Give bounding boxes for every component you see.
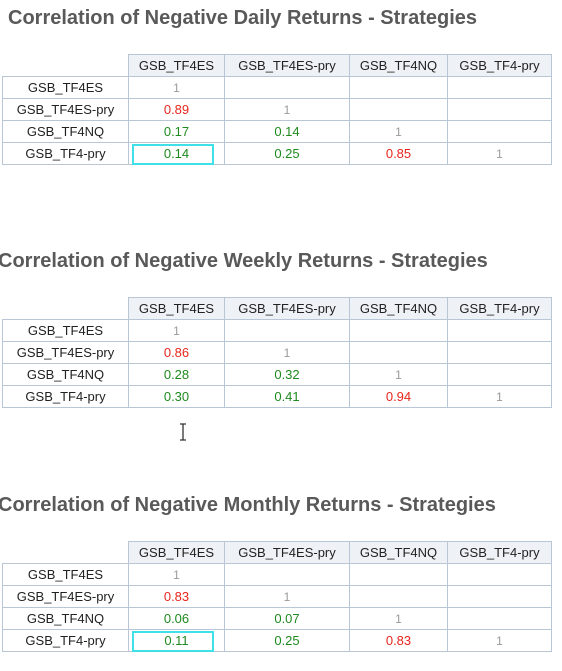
monthly-correlation-table: GSB_TF4ES GSB_TF4ES-pry GSB_TF4NQ GSB_TF… <box>2 541 552 653</box>
column-header[interactable]: GSB_TF4ES <box>128 541 225 564</box>
table-cell[interactable] <box>447 98 552 121</box>
row-header[interactable]: GSB_TF4ES-pry <box>2 585 129 608</box>
table-cell[interactable]: 0.89 <box>128 98 225 121</box>
table-row: GSB_TF4NQ 0.06 0.07 1 <box>2 607 552 630</box>
table-cell[interactable] <box>447 341 552 364</box>
table-cell[interactable]: 0.86 <box>128 341 225 364</box>
table-row: GSB_TF4ES 1 <box>2 319 552 342</box>
column-header[interactable]: GSB_TF4ES-pry <box>224 297 350 320</box>
table-cell[interactable] <box>447 585 552 608</box>
table-cell[interactable]: 0.28 <box>128 363 225 386</box>
table-cell[interactable]: 1 <box>447 385 552 408</box>
row-header[interactable]: GSB_TF4NQ <box>2 120 129 143</box>
table-cell[interactable] <box>447 363 552 386</box>
monthly-table-title: Correlation of Negative Monthly Returns … <box>0 494 496 516</box>
corner-cell <box>3 298 129 320</box>
row-header[interactable]: GSB_TF4-pry <box>2 142 129 165</box>
row-header[interactable]: GSB_TF4-pry <box>2 629 129 652</box>
table-cell[interactable]: 0.83 <box>349 629 448 652</box>
table-cell[interactable] <box>349 98 448 121</box>
table-cell[interactable] <box>447 607 552 630</box>
column-header[interactable]: GSB_TF4ES <box>128 54 225 77</box>
table-cell[interactable] <box>349 341 448 364</box>
table-cell[interactable]: 1 <box>447 629 552 652</box>
table-row: GSB_TF4ES-pry 0.83 1 <box>2 585 552 608</box>
table-cell[interactable] <box>447 120 552 143</box>
table-cell[interactable]: 0.94 <box>349 385 448 408</box>
corner-cell <box>3 55 129 77</box>
text-cursor-icon <box>180 423 186 441</box>
table-cell[interactable] <box>224 319 350 342</box>
table-cell[interactable] <box>349 319 448 342</box>
corner-cell <box>3 542 129 564</box>
table-cell[interactable]: 0.14 <box>224 120 350 143</box>
table-cell[interactable]: 0.07 <box>224 607 350 630</box>
column-header[interactable]: GSB_TF4-pry <box>447 541 552 564</box>
row-header[interactable]: GSB_TF4ES <box>2 563 129 586</box>
column-header[interactable]: GSB_TF4-pry <box>447 54 552 77</box>
table-cell[interactable]: 1 <box>224 341 350 364</box>
table-cell[interactable] <box>447 319 552 342</box>
table-cell[interactable]: 1 <box>128 76 225 99</box>
table-cell[interactable]: 1 <box>128 563 225 586</box>
table-cell[interactable]: 1 <box>224 98 350 121</box>
table-row: GSB_TF4-pry 0.30 0.41 0.94 1 <box>2 385 552 408</box>
table-cell[interactable] <box>349 585 448 608</box>
table-cell[interactable] <box>447 563 552 586</box>
header-row: GSB_TF4ES GSB_TF4ES-pry GSB_TF4NQ GSB_TF… <box>3 297 552 320</box>
row-header[interactable]: GSB_TF4NQ <box>2 607 129 630</box>
table-row: GSB_TF4ES-pry 0.86 1 <box>2 341 552 364</box>
table-cell[interactable] <box>447 76 552 99</box>
table-cell[interactable] <box>349 563 448 586</box>
column-header[interactable]: GSB_TF4ES-pry <box>224 541 350 564</box>
table-row: GSB_TF4-pry 0.14 0.25 0.85 1 <box>2 142 552 166</box>
table-row: GSB_TF4ES 1 <box>2 563 552 586</box>
table-cell[interactable]: 0.06 <box>128 607 225 630</box>
selected-table-cell[interactable]: 0.14 <box>128 142 225 166</box>
table-cell[interactable] <box>349 76 448 99</box>
table-row: GSB_TF4-pry 0.11 0.25 0.83 1 <box>2 629 552 653</box>
weekly-correlation-table: GSB_TF4ES GSB_TF4ES-pry GSB_TF4NQ GSB_TF… <box>2 297 552 408</box>
table-row: GSB_TF4ES 1 <box>2 76 552 99</box>
table-cell[interactable]: 1 <box>349 363 448 386</box>
table-cell[interactable]: 1 <box>447 142 552 165</box>
row-header[interactable]: GSB_TF4-pry <box>2 385 129 408</box>
selected-table-cell[interactable]: 0.11 <box>128 629 225 653</box>
table-cell[interactable]: 0.85 <box>349 142 448 165</box>
column-header[interactable]: GSB_TF4NQ <box>349 297 448 320</box>
daily-table-title: Correlation of Negative Daily Returns - … <box>8 7 478 29</box>
header-row: GSB_TF4ES GSB_TF4ES-pry GSB_TF4NQ GSB_TF… <box>3 54 552 77</box>
table-cell[interactable]: 1 <box>128 319 225 342</box>
table-cell[interactable]: 0.25 <box>224 142 350 165</box>
row-header[interactable]: GSB_TF4ES <box>2 319 129 342</box>
table-cell[interactable]: 0.41 <box>224 385 350 408</box>
table-cell[interactable] <box>224 76 350 99</box>
row-header[interactable]: GSB_TF4ES <box>2 76 129 99</box>
table-row: GSB_TF4NQ 0.17 0.14 1 <box>2 120 552 143</box>
table-cell[interactable]: 1 <box>349 120 448 143</box>
table-cell[interactable]: 0.83 <box>128 585 225 608</box>
daily-correlation-table: GSB_TF4ES GSB_TF4ES-pry GSB_TF4NQ GSB_TF… <box>2 54 552 166</box>
header-row: GSB_TF4ES GSB_TF4ES-pry GSB_TF4NQ GSB_TF… <box>3 541 552 564</box>
row-header[interactable]: GSB_TF4NQ <box>2 363 129 386</box>
column-header[interactable]: GSB_TF4ES <box>128 297 225 320</box>
table-cell[interactable]: 0.17 <box>128 120 225 143</box>
column-header[interactable]: GSB_TF4-pry <box>447 297 552 320</box>
row-header[interactable]: GSB_TF4ES-pry <box>2 98 129 121</box>
weekly-table-title: Correlation of Negative Weekly Returns -… <box>0 250 488 272</box>
table-cell[interactable]: 1 <box>349 607 448 630</box>
table-row: GSB_TF4ES-pry 0.89 1 <box>2 98 552 121</box>
table-cell[interactable]: 1 <box>224 585 350 608</box>
table-cell[interactable]: 0.32 <box>224 363 350 386</box>
table-row: GSB_TF4NQ 0.28 0.32 1 <box>2 363 552 386</box>
row-header[interactable]: GSB_TF4ES-pry <box>2 341 129 364</box>
table-cell[interactable]: 0.30 <box>128 385 225 408</box>
table-cell[interactable]: 0.25 <box>224 629 350 652</box>
column-header[interactable]: GSB_TF4NQ <box>349 541 448 564</box>
table-cell[interactable] <box>224 563 350 586</box>
column-header[interactable]: GSB_TF4NQ <box>349 54 448 77</box>
column-header[interactable]: GSB_TF4ES-pry <box>224 54 350 77</box>
